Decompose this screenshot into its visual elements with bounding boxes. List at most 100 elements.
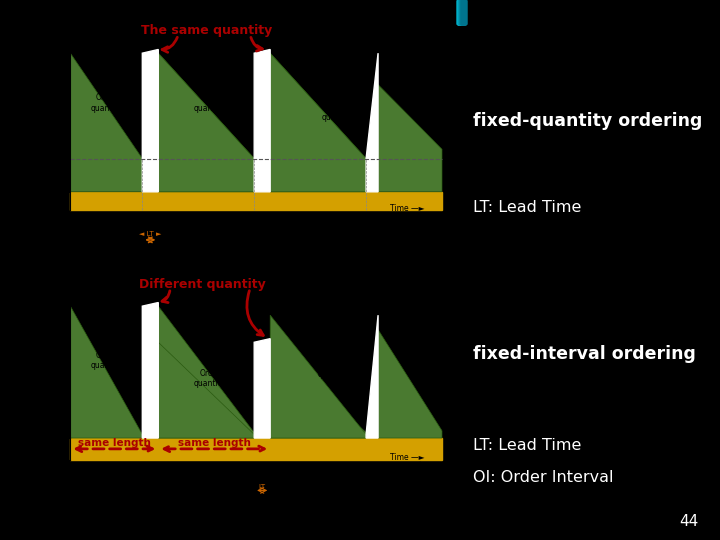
Polygon shape [71,53,143,192]
Bar [461,0,465,24]
Text: Amount on hand: Amount on hand [48,332,57,407]
Bar [459,0,464,24]
Text: OI: Order Interval: OI: Order Interval [473,470,613,485]
Bar [457,0,462,24]
Text: Place
order: Place order [133,471,151,484]
Polygon shape [378,85,442,192]
Text: ROP: ROP [46,154,64,163]
Bar [459,0,464,24]
Text: Order
quantity: Order quantity [194,93,226,113]
Bar [460,0,464,24]
Bar [459,0,463,24]
Bar [459,0,464,24]
Polygon shape [270,315,366,438]
Text: Time —►: Time —► [390,454,425,462]
Bar [458,0,462,24]
Bar [459,0,463,24]
Text: LT: LT [258,483,266,490]
Bar [457,0,462,24]
Polygon shape [158,53,254,192]
Text: Receive
order: Receive order [257,222,283,235]
Text: Receive
order: Receive order [365,222,391,235]
Text: Receive
order: Receive order [257,471,283,484]
Bar [458,0,462,24]
Polygon shape [143,302,158,438]
Text: fixed-quantity ordering: fixed-quantity ordering [473,112,702,131]
Bar [459,0,464,24]
Text: Amount on hand: Amount on hand [48,80,57,156]
Polygon shape [71,306,143,438]
Polygon shape [158,53,254,192]
Text: Time —►: Time —► [390,204,425,213]
Text: 44: 44 [679,514,698,529]
Bar [460,0,464,24]
Bar [459,0,464,24]
Bar [459,0,464,24]
Bar [462,0,466,24]
Text: Order
quantity: Order quantity [90,350,122,370]
Text: The same quantity: The same quantity [140,24,272,37]
Bar [461,0,465,24]
Bar [460,0,464,24]
Bar [460,0,464,24]
Bar [459,0,464,24]
Bar [461,0,466,24]
Bar [462,0,466,24]
Bar [459,0,463,24]
Polygon shape [71,438,442,460]
Text: fixed-interval ordering: fixed-interval ordering [473,345,696,363]
Text: Receive
order: Receive order [145,471,171,484]
Polygon shape [158,342,254,438]
Bar [461,0,465,24]
Bar [459,0,463,24]
Text: Safety
stock: Safety stock [40,191,64,211]
Polygon shape [366,315,378,438]
Text: Protection interval: Protection interval [174,491,238,498]
Polygon shape [270,53,366,192]
Polygon shape [270,53,366,192]
Bar [459,0,463,24]
Bar [460,0,465,24]
Bar [460,0,464,24]
Text: Place
order: Place order [246,471,263,484]
Bar [461,0,465,24]
Text: Order
quantity: Order quantity [322,103,354,122]
Polygon shape [270,342,366,438]
Polygon shape [366,53,378,192]
Polygon shape [254,339,270,438]
Text: (Protection interval = Lead time): (Protection interval = Lead time) [93,246,208,252]
Bar [460,0,464,24]
Text: Receive
order: Receive order [145,222,171,235]
Bar [461,0,465,24]
Bar [461,0,465,24]
Bar [459,0,463,24]
Text: Place
order: Place order [357,222,375,235]
Bar [457,0,462,24]
Bar [459,0,464,24]
Bar [458,0,462,24]
Text: same length: same length [178,438,251,448]
Bar [458,0,462,24]
Bar [460,0,464,24]
Bar [459,0,464,24]
Polygon shape [378,329,442,438]
Text: Order
quantity: Order quantity [90,93,122,113]
Text: ◄ LT ►: ◄ LT ► [139,231,161,237]
Bar [460,0,464,24]
Polygon shape [143,50,158,192]
Bar [458,0,462,24]
Bar [458,0,462,24]
Text: Place
order: Place order [133,222,151,235]
Bar [461,0,465,24]
Bar [458,0,463,24]
Bar [459,0,463,24]
Text: Place
order: Place order [246,222,263,235]
Bar [461,0,465,24]
Bar [460,0,464,24]
Bar [457,0,462,24]
Text: LT: Lead Time: LT: Lead Time [473,438,581,453]
Text: Order
quantity: Order quantity [318,360,351,379]
Text: same length: same length [78,438,150,448]
Text: LT: Lead Time: LT: Lead Time [473,200,581,215]
Polygon shape [158,306,254,438]
